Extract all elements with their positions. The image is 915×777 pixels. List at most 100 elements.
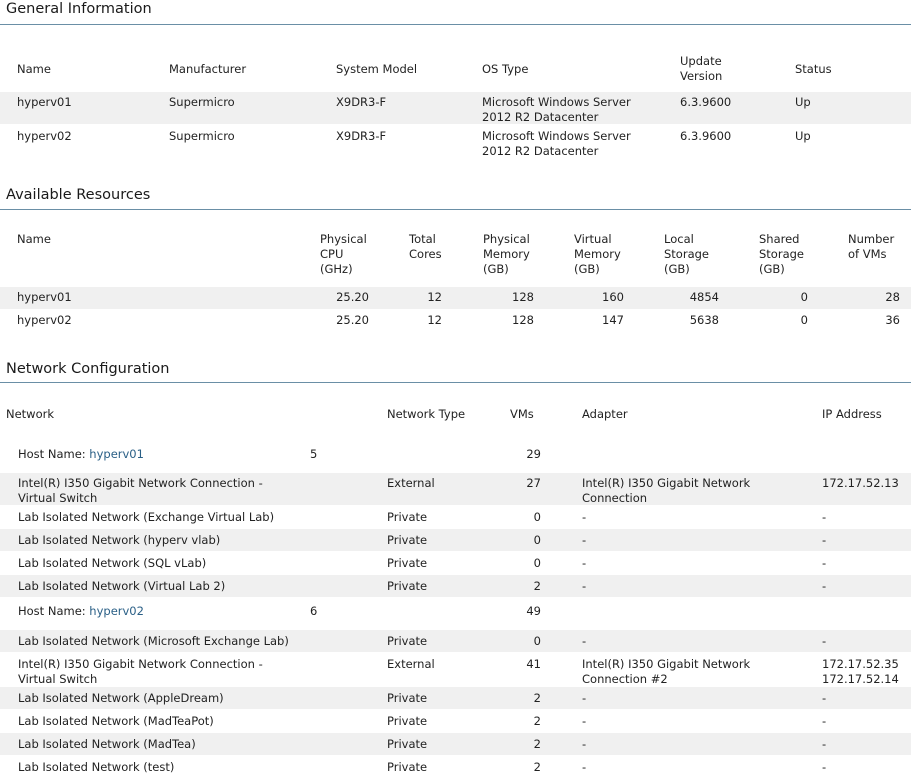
vms-cell: 41	[526, 657, 541, 671]
vms-cell: 2	[533, 714, 541, 728]
col-header-ip-address: IP Address	[822, 407, 882, 421]
network-count-cell: 6	[310, 604, 318, 618]
shared-storage-cell: 0	[800, 313, 808, 327]
col-header-network: Network	[6, 407, 55, 421]
col-header-physical-cpu: Physical	[320, 232, 367, 246]
network-name-cell: Intel(R) I350 Gigabit Network Connection…	[18, 476, 263, 490]
adapter-cell: -	[582, 737, 587, 751]
network-name-cell: Lab Isolated Network (SQL vLab)	[18, 556, 207, 570]
host-link[interactable]: hyperv01	[89, 447, 144, 461]
os-type-cell: Microsoft Windows Server	[482, 95, 631, 109]
number-of-vms-cell: 28	[885, 290, 900, 304]
system-model-cell: X9DR3-F	[336, 95, 387, 109]
col-header-virtual-memory: Memory	[574, 247, 621, 261]
host-link[interactable]: hyperv02	[89, 604, 144, 618]
col-header-number-of-vms: of VMs	[848, 247, 887, 261]
update-version-cell: 6.3.9600	[680, 95, 732, 109]
status-cell: Up	[795, 129, 811, 143]
col-header-shared-storage: Storage	[759, 247, 804, 261]
vms-cell: 27	[526, 476, 541, 490]
number-of-vms-cell: 36	[885, 313, 900, 327]
col-header-virtual-memory: Virtual	[574, 232, 612, 246]
adapter-cell: Intel(R) I350 Gigabit Network	[582, 657, 751, 671]
adapter-cell: -	[582, 510, 587, 524]
network-configuration-title: Network Configuration	[6, 361, 170, 377]
vms-cell: 0	[533, 533, 541, 547]
section-divider	[0, 209, 911, 210]
network-count-cell: 5	[310, 447, 318, 461]
system-model-cell: X9DR3-F	[336, 129, 387, 143]
adapter-cell: -	[582, 634, 587, 648]
host-name-cell: hyperv02	[17, 313, 72, 327]
total-cores-cell: 12	[427, 313, 442, 327]
physical-memory-cell: 128	[512, 313, 534, 327]
col-header-system-model: System Model	[336, 62, 418, 76]
table-row-band	[0, 630, 911, 652]
network-type-cell: Private	[387, 691, 428, 705]
update-version-cell: 6.3.9600	[680, 129, 732, 143]
section-divider	[0, 382, 911, 383]
physical-memory-cell: 128	[512, 290, 534, 304]
col-header-virtual-memory: (GB)	[574, 262, 600, 276]
ip-address-cell: 172.17.52.14	[822, 672, 899, 686]
host-name-label: Host Name: hyperv02	[18, 604, 144, 618]
adapter-cell: -	[582, 691, 587, 705]
adapter-cell: -	[582, 760, 587, 774]
network-type-cell: Private	[387, 634, 428, 648]
section-divider	[0, 24, 911, 25]
shared-storage-cell: 0	[800, 290, 808, 304]
local-storage-cell: 5638	[689, 313, 719, 327]
adapter-cell: Connection #2	[582, 672, 668, 686]
virtual-memory-cell: 147	[602, 313, 624, 327]
vms-cell: 0	[533, 556, 541, 570]
network-name-cell: Lab Isolated Network (test)	[18, 760, 175, 774]
col-header-total-cores: Cores	[409, 247, 442, 261]
network-type-cell: Private	[387, 760, 428, 774]
table-row-band	[0, 575, 911, 597]
ip-address-cell: -	[822, 737, 827, 751]
col-header-number-of-vms: Number	[848, 232, 895, 246]
adapter-cell: -	[582, 714, 587, 728]
vms-cell: 0	[533, 510, 541, 524]
adapter-cell: -	[582, 556, 587, 570]
network-name-cell: Lab Isolated Network (MadTea)	[18, 737, 196, 751]
col-header-physical-cpu: CPU	[320, 247, 344, 261]
ip-address-cell: 172.17.52.13	[822, 476, 899, 490]
network-type-cell: Private	[387, 510, 428, 524]
vms-cell: 0	[533, 634, 541, 648]
ip-address-cell: -	[822, 760, 827, 774]
table-row-band	[0, 473, 911, 505]
os-type-cell: Microsoft Windows Server	[482, 129, 631, 143]
network-name-cell: Lab Isolated Network (MadTeaPot)	[18, 714, 214, 728]
network-name-cell: Virtual Switch	[18, 672, 98, 686]
virtual-memory-cell: 160	[602, 290, 624, 304]
adapter-cell: Intel(R) I350 Gigabit Network	[582, 476, 751, 490]
col-header-local-storage: (GB)	[664, 262, 690, 276]
table-row-band	[0, 287, 911, 309]
network-type-cell: Private	[387, 714, 428, 728]
table-row-band	[0, 733, 911, 755]
adapter-cell: Connection	[582, 491, 648, 505]
network-type-cell: External	[387, 657, 435, 671]
col-header-manufacturer: Manufacturer	[169, 62, 247, 76]
vms-cell: 2	[533, 737, 541, 751]
ip-address-cell: 172.17.52.35	[822, 657, 899, 671]
col-header-physical-memory: (GB)	[483, 262, 509, 276]
manufacturer-cell: Supermicro	[169, 129, 235, 143]
adapter-cell: -	[582, 579, 587, 593]
status-cell: Up	[795, 95, 811, 109]
ip-address-cell: -	[822, 714, 827, 728]
vms-cell: 2	[533, 760, 541, 774]
col-header-update-version: Version	[680, 69, 723, 83]
network-type-cell: External	[387, 476, 435, 490]
network-name-cell: Virtual Switch	[18, 491, 98, 505]
vms-cell: 2	[533, 579, 541, 593]
col-header-total-cores: Total	[409, 232, 436, 246]
ip-address-cell: -	[822, 579, 827, 593]
col-header-vms: VMs	[510, 407, 534, 421]
col-header-local-storage: Storage	[664, 247, 709, 261]
host-name-cell: hyperv02	[17, 129, 72, 143]
os-type-cell: 2012 R2 Datacenter	[482, 144, 599, 158]
table-row-band	[0, 92, 911, 124]
host-vms-cell: 49	[526, 604, 541, 618]
